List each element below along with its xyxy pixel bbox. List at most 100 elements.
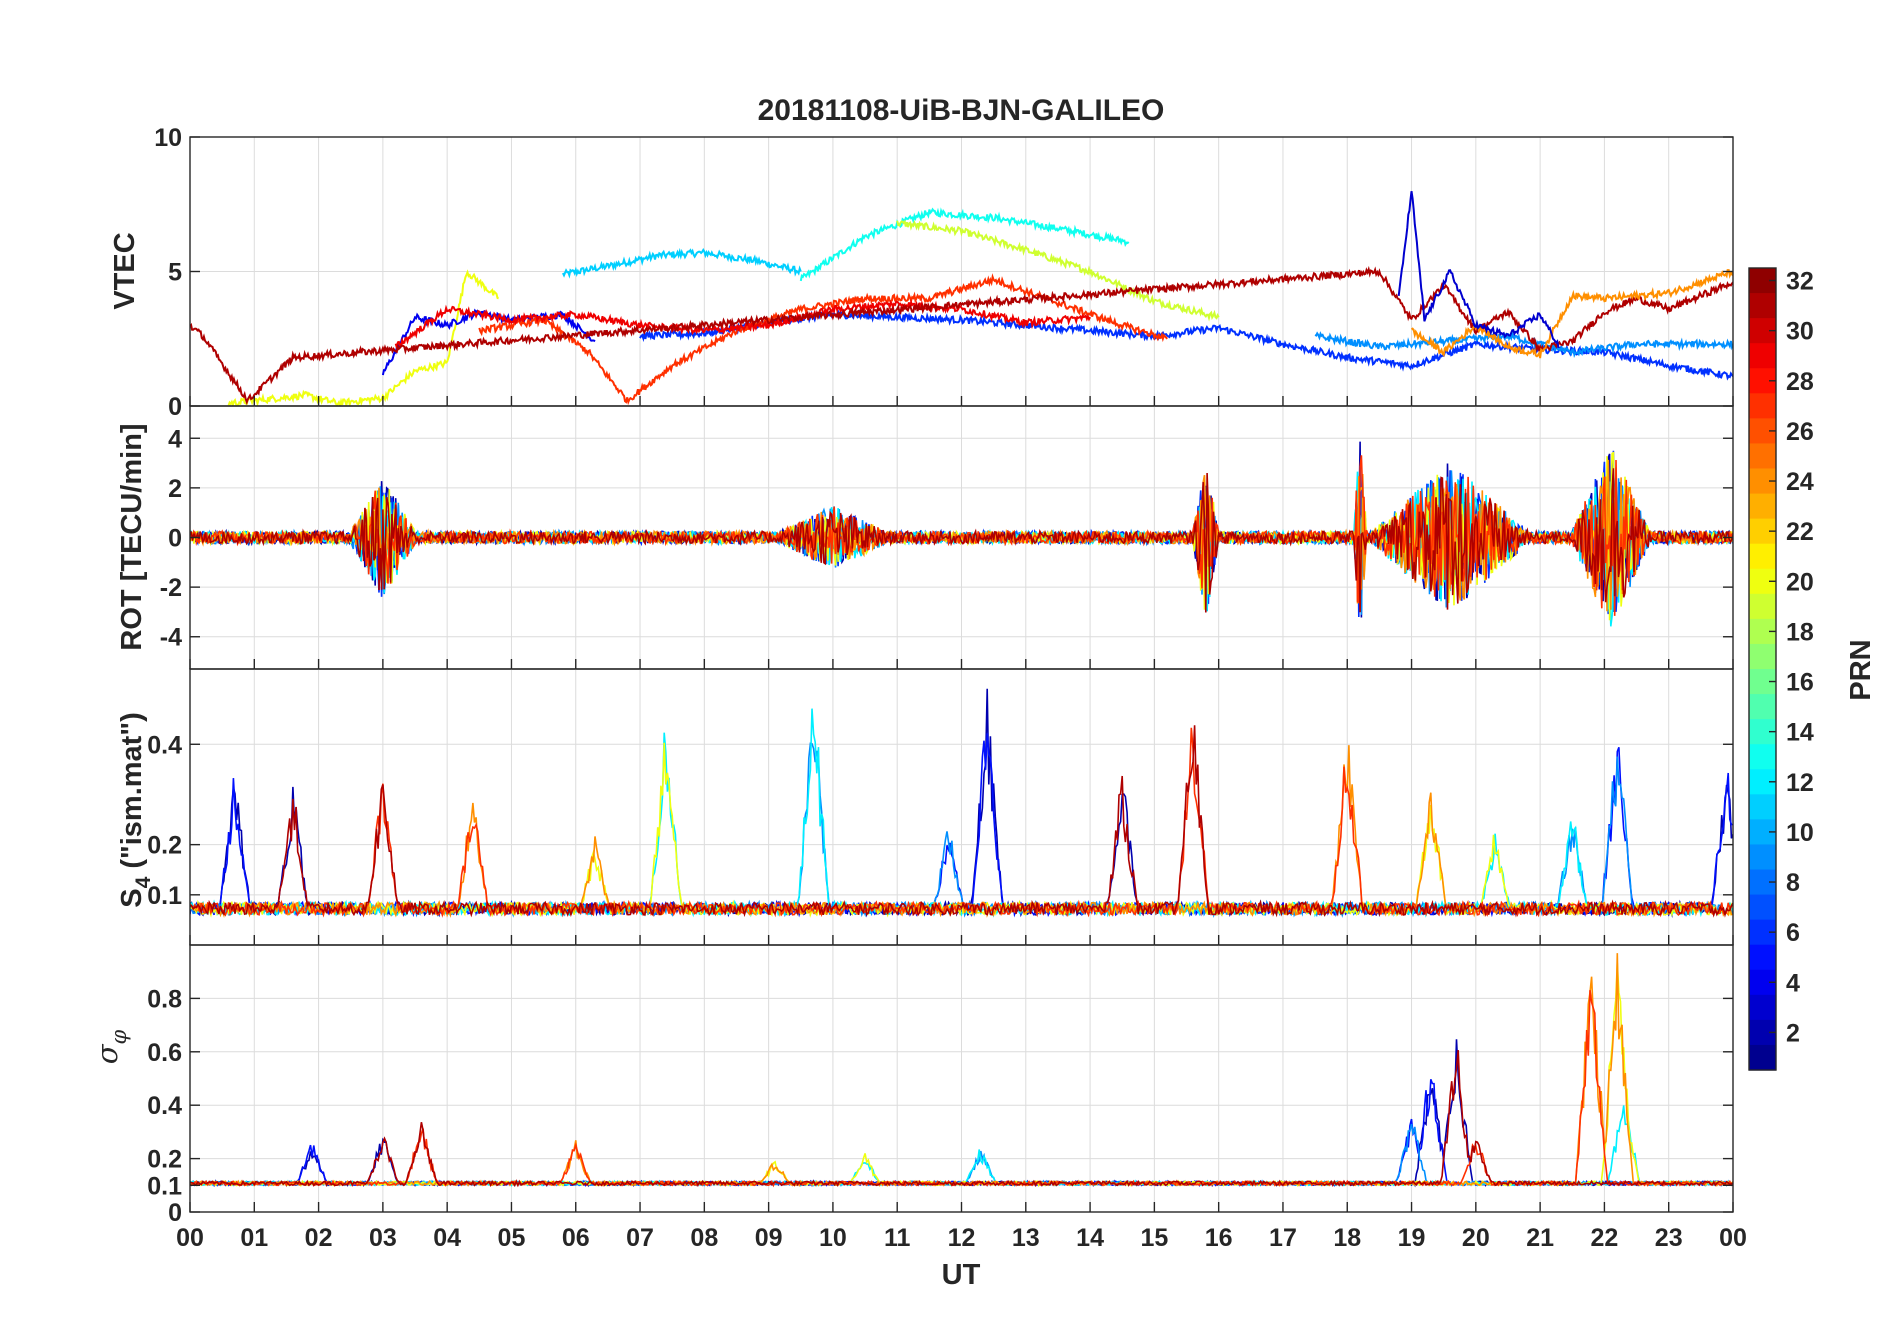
y-tick-label: 0 (168, 393, 182, 421)
colorbar-band (1749, 443, 1776, 470)
colorbar-tick-label: 24 (1786, 468, 1814, 496)
colorbar-band (1749, 293, 1776, 319)
x-tick-label: 14 (1076, 1224, 1104, 1252)
y-tick-label: -2 (160, 574, 182, 602)
x-tick-label: 08 (690, 1224, 718, 1252)
colorbar-tick-label: 14 (1786, 719, 1814, 747)
vtec-series-line (562, 247, 802, 279)
x-tick-label: 18 (1333, 1224, 1361, 1252)
colorbar-tick-label: 20 (1786, 568, 1814, 596)
y-tick-label: 0.6 (147, 1039, 182, 1067)
colorbar-tick-label: 30 (1786, 318, 1814, 346)
colorbar-band (1749, 794, 1776, 820)
colorbar-tick-label: 28 (1786, 368, 1814, 396)
x-tick-label: 03 (369, 1224, 397, 1252)
vtec-y-ticks: 0 5 10 (154, 124, 1733, 421)
x-tick-label: 02 (305, 1224, 333, 1252)
colorbar-tick-label: 18 (1786, 618, 1814, 646)
x-axis-ticks: 00 01 02 03 04 05 06 07 08 09 10 11 12 13 14 15 16 17 18 19… (176, 396, 1747, 1252)
x-tick-label: 12 (948, 1224, 976, 1252)
y-tick-label: 0.2 (147, 1146, 182, 1174)
colorbar-band (1749, 744, 1776, 770)
vtec-series-line (639, 308, 1733, 381)
x-tick-label: 22 (1591, 1224, 1619, 1252)
rot-y-label: ROT [TECU/min] (116, 423, 148, 650)
x-tick-label: 21 (1526, 1224, 1554, 1252)
colorbar-label: PRN (1845, 639, 1877, 700)
vtec-series-line (1397, 191, 1560, 349)
colorbar-band (1749, 593, 1776, 620)
vtec-series-line (227, 269, 499, 406)
rot-y-ticks: -4 -2 0 2 4 (160, 425, 1733, 652)
vtec-series-line (478, 273, 1168, 406)
sigma-phi-series-line (190, 953, 1733, 1188)
y-tick-label: 2 (168, 475, 182, 503)
x-tick-label: 09 (755, 1224, 783, 1252)
s4-y-ticks: 0.1 0.2 0.4 (147, 731, 1733, 910)
vtec-panel: 0 5 10 VTEC (109, 124, 1734, 421)
s4-series-line (190, 725, 1733, 918)
s4-series (190, 688, 1733, 919)
vtec-series-line (394, 298, 1091, 352)
sigma-phi-y-label-main: σ (90, 1043, 124, 1064)
x-tick-label: 00 (176, 1224, 204, 1252)
y-tick-label: 0.2 (147, 832, 182, 860)
vtec-series (190, 191, 1733, 406)
colorbar-tick-label: 16 (1786, 669, 1814, 697)
y-tick-label: -4 (160, 624, 182, 652)
s4-y-label-main: S (116, 888, 148, 907)
vtec-series-line (799, 207, 1130, 282)
sigma-phi-series-line (190, 1050, 1733, 1188)
rot-series-line (190, 468, 1733, 613)
y-tick-label: 0.1 (147, 1172, 182, 1200)
sigma-phi-panel: 00.10.2 0.4 0.6 0.8 σφ (90, 944, 1734, 1227)
x-tick-label: 04 (433, 1224, 461, 1252)
sigma-phi-grid (190, 945, 1733, 1213)
y-tick-label: 5 (168, 259, 182, 287)
x-tick-label: 17 (1269, 1224, 1297, 1252)
colorbar-frame (1748, 267, 1777, 1071)
colorbar-bands (1749, 268, 1776, 1071)
vtec-series-line (896, 219, 1220, 322)
x-tick-label: 00 (1719, 1224, 1747, 1252)
rot-series-line (190, 455, 1733, 616)
colorbar-tick-label: 22 (1786, 518, 1814, 546)
colorbar-band (1749, 543, 1776, 570)
colorbar-tick-label: 12 (1786, 769, 1814, 797)
colorbar-tick-label: 32 (1786, 268, 1814, 296)
x-tick-label: 15 (1140, 1224, 1168, 1252)
colorbar-band (1749, 694, 1776, 720)
colorbar-band (1749, 994, 1776, 1021)
y-tick-label: 4 (168, 425, 182, 453)
s4-y-label: S4 ("ism.mat") (116, 712, 155, 908)
colorbar-band (1749, 1044, 1776, 1071)
colorbar-tick-label: 2 (1786, 1019, 1800, 1047)
y-tick-label: 10 (154, 124, 182, 152)
y-tick-label: 0.4 (147, 731, 182, 759)
s4-y-label-rest: ("ism.mat") (116, 712, 148, 876)
x-tick-label: 13 (1012, 1224, 1040, 1252)
y-tick-label: 0 (168, 1199, 182, 1227)
vtec-series-line (1410, 269, 1733, 359)
colorbar-tick-label: 26 (1786, 418, 1814, 446)
colorbar-tick-label: 10 (1786, 819, 1814, 847)
y-tick-label: 0.8 (147, 985, 182, 1013)
sigma-phi-y-ticks: 00.10.2 0.4 0.6 0.8 (147, 985, 1733, 1227)
x-tick-label: 19 (1398, 1224, 1426, 1252)
colorbar-band (1749, 393, 1776, 419)
x-tick-label: 06 (562, 1224, 590, 1252)
x-tick-label: 11 (884, 1224, 911, 1252)
colorbar-band (1749, 493, 1776, 520)
colorbar-band (1749, 844, 1776, 871)
vtec-y-label: VTEC (109, 232, 141, 309)
x-tick-label: 01 (240, 1224, 268, 1252)
x-tick-label: 05 (498, 1224, 526, 1252)
s4-grid (190, 669, 1733, 945)
sigma-phi-y-label: σφ (90, 1029, 131, 1064)
x-tick-label: 20 (1462, 1224, 1490, 1252)
y-tick-label: 0 (168, 525, 182, 553)
vtec-series-line (190, 265, 1733, 406)
